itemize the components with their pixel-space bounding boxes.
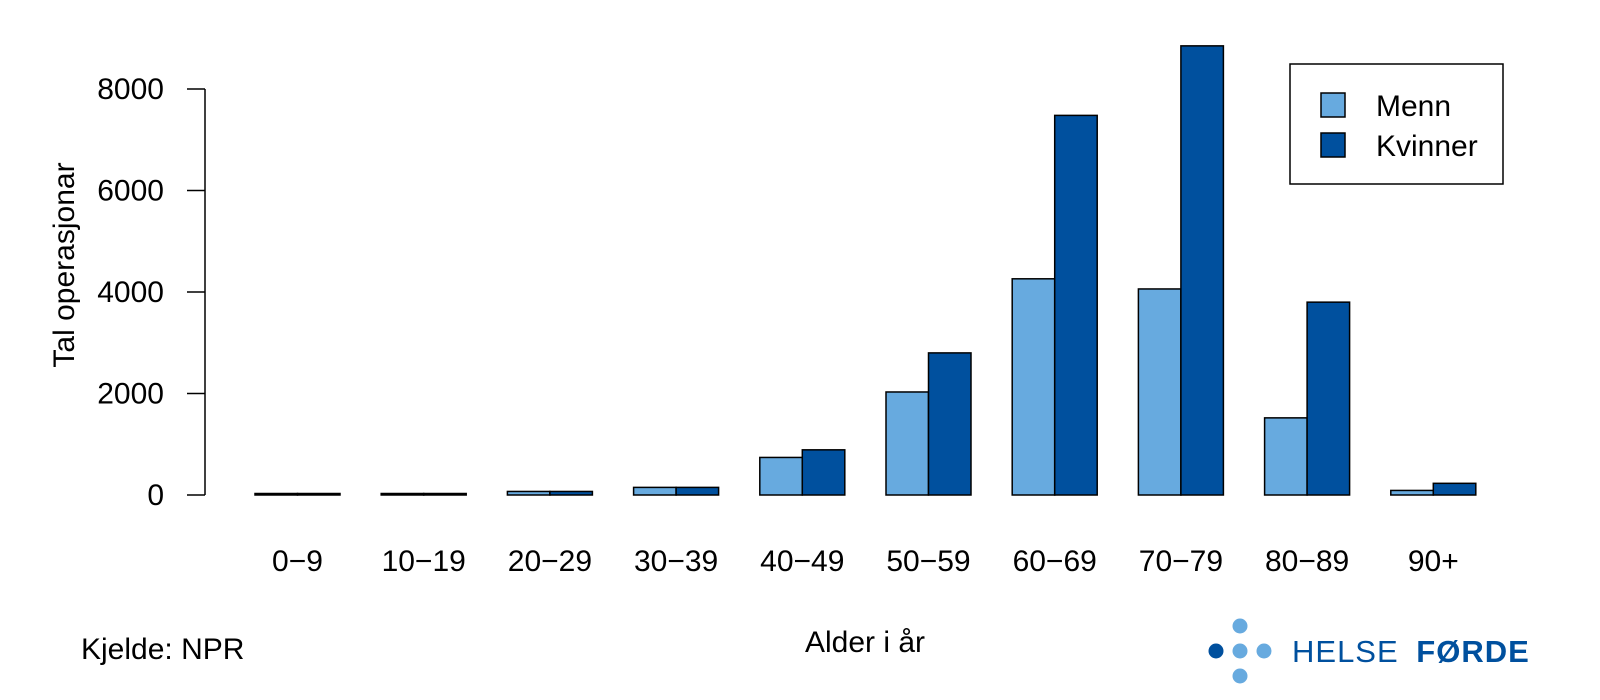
bar-kvinner-8 [1306,301,1351,496]
x-category-label: 90+ [1408,545,1459,578]
logo-dot-top [1232,618,1248,634]
logo-dot-center [1232,643,1248,659]
logo-dot-left [1208,643,1224,659]
bar-kvinner-2 [549,490,594,496]
bar-menn-5 [885,391,930,496]
x-category-label: 70−79 [1139,545,1223,578]
bar-menn-6 [1011,278,1056,496]
logo-dot-right [1256,643,1272,659]
logo-dot-bottom [1232,668,1248,684]
y-tick-label: 8000 [97,73,164,106]
y-tick-label: 0 [147,479,164,512]
bar-menn-0 [254,492,299,496]
bar-kvinner-7 [1180,45,1225,496]
y-axis: 0 2000 4000 6000 8000 [97,73,206,512]
category-labels: 0−9 10−19 20−29 30−39 40−49 50−59 60−69 70−79 80… [272,545,1459,578]
x-category-label: 20−29 [508,545,592,578]
x-category-label: 0−9 [272,545,323,578]
y-tick-label: 4000 [97,276,164,309]
bar-group [254,45,1477,496]
legend-swatch-kvinner [1320,132,1346,158]
logo-text-regular: HELSE [1292,634,1399,669]
y-axis-title: Tal operasjonar [48,162,81,367]
bar-kvinner-0 [296,492,341,496]
logo-wordmark: HELSE FØRDE [1292,634,1530,669]
bar-kvinner-9 [1432,482,1477,496]
x-axis-title: Alder i år [805,626,925,659]
x-category-label: 30−39 [634,545,718,578]
source-note: Kjelde: NPR [81,633,244,666]
legend-box [1289,63,1504,185]
bar-kvinner-3 [675,486,720,496]
bar-menn-3 [632,486,677,496]
x-category-label: 40−49 [760,545,844,578]
x-category-label: 80−89 [1265,545,1349,578]
x-category-label: 50−59 [886,545,970,578]
legend: Menn Kvinner [1289,63,1504,185]
legend-swatch-menn [1320,92,1346,118]
bar-kvinner-6 [1053,114,1098,496]
x-category-label: 60−69 [1013,545,1097,578]
bar-menn-4 [759,456,804,496]
x-category-label: 10−19 [382,545,466,578]
y-tick-label: 6000 [97,175,164,208]
helse-forde-logo: HELSE FØRDE [1208,618,1530,684]
bar-menn-8 [1263,417,1308,496]
bar-menn-9 [1390,489,1435,496]
bar-menn-2 [506,490,551,496]
bar-menn-1 [380,492,425,496]
y-tick-label: 2000 [97,378,164,411]
bar-kvinner-1 [422,492,467,496]
logo-text-bold: FØRDE [1416,634,1530,669]
legend-label-kvinner: Kvinner [1376,130,1478,163]
bar-menn-7 [1137,288,1182,496]
bar-kvinner-4 [801,449,846,496]
legend-label-menn: Menn [1376,90,1451,123]
bar-kvinner-5 [927,352,972,496]
